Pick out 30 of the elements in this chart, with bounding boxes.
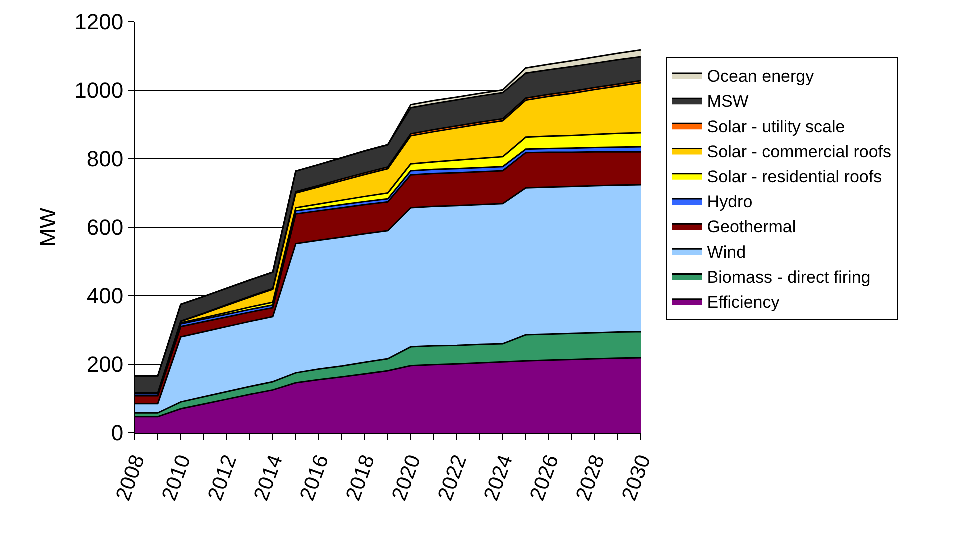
x-tick-label: 2030 bbox=[618, 452, 656, 504]
x-tick-label: 2012 bbox=[204, 452, 242, 504]
x-tick-label: 2016 bbox=[296, 452, 334, 504]
y-tick-label: 200 bbox=[86, 352, 124, 378]
x-tick-label: 2008 bbox=[112, 452, 150, 504]
legend-label: Solar - residential roofs bbox=[707, 168, 882, 187]
legend-label: Solar - commercial roofs bbox=[707, 142, 892, 162]
x-tick-label: 2018 bbox=[342, 452, 380, 504]
y-tick-label: 0 bbox=[111, 420, 124, 446]
x-tick-label: 2020 bbox=[388, 452, 426, 504]
y-tick-label: 1000 bbox=[74, 78, 124, 104]
x-tick-label: 2028 bbox=[572, 452, 610, 504]
y-tick-label: 400 bbox=[86, 284, 124, 309]
y-tick-label: 1200 bbox=[74, 10, 124, 35]
x-tick-label: 2010 bbox=[158, 452, 196, 504]
legend-label: Efficiency bbox=[707, 293, 780, 312]
legend-label: Wind bbox=[707, 242, 746, 262]
y-tick-label: 600 bbox=[86, 215, 124, 240]
legend-label: MSW bbox=[707, 92, 749, 112]
x-tick-label: 2014 bbox=[250, 452, 288, 504]
legend-label: Ocean energy bbox=[707, 67, 815, 86]
x-tick-label: 2024 bbox=[480, 452, 518, 504]
y-axis-title: MW bbox=[35, 208, 60, 248]
x-tick-label: 2022 bbox=[434, 452, 472, 504]
x-tick-label: 2026 bbox=[526, 452, 564, 504]
y-tick-label: 800 bbox=[86, 146, 124, 172]
legend-label: Biomass - direct firing bbox=[707, 268, 871, 287]
legend-label: Solar - utility scale bbox=[707, 117, 846, 136]
legend-label: Hydro bbox=[707, 192, 753, 212]
legend-label: Geothermal bbox=[707, 218, 796, 237]
